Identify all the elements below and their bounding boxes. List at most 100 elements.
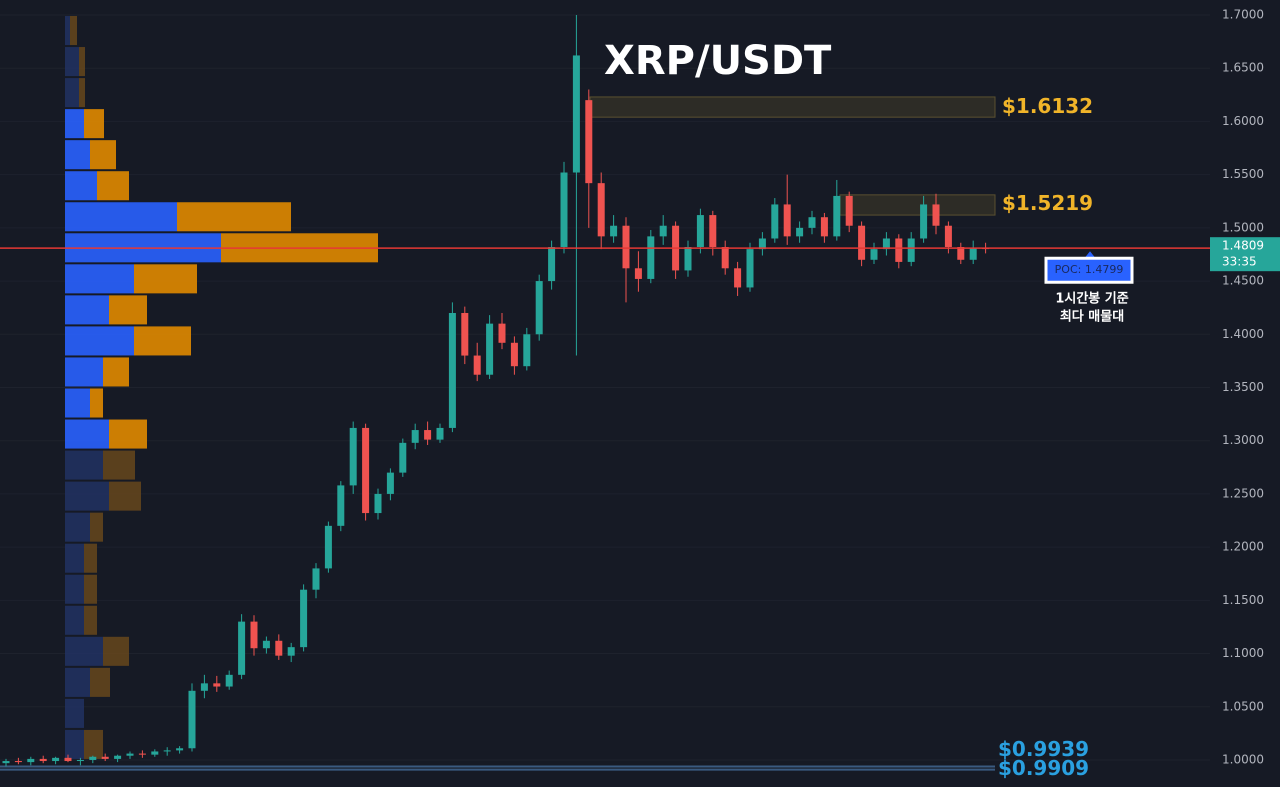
profile-sell [109,481,141,511]
price-tag-label: 1.4809 [1222,239,1264,253]
profile-sell [84,543,97,573]
profile-buy [65,295,109,325]
candle-body [610,225,618,237]
profile-sell [84,574,97,604]
candle-body [238,621,246,675]
candle-body [374,493,382,514]
profile-sell [90,140,116,170]
profile-sell [177,202,291,232]
candle-body [820,217,828,237]
candle-body [597,183,605,237]
candle-body [27,758,35,763]
candle-body [486,323,494,375]
profile-sell [109,419,147,449]
candle-body [895,238,903,262]
candle-body [312,568,320,590]
profile-buy [65,450,103,480]
candle-body [523,334,531,367]
candle-body [845,195,853,226]
candle-body [386,472,394,494]
profile-buy [65,171,97,201]
y-tick-label: 1.3500 [1222,380,1264,394]
candle-body [796,227,804,237]
candle-body [783,204,791,237]
profile-buy [65,140,90,170]
candle-body [399,442,407,473]
candle-body [833,195,841,237]
profile-sell [134,264,197,294]
profile-sell [79,47,85,77]
candle-body [758,238,766,250]
candle-body [275,640,283,656]
y-tick-label: 1.4000 [1222,327,1264,341]
y-tick-label: 1.7000 [1222,8,1264,22]
profile-buy [65,326,134,356]
candle-body [163,750,171,752]
y-tick-label: 1.3000 [1222,433,1264,447]
profile-sell [90,512,103,542]
candle-body [957,247,965,260]
profile-buy [65,264,134,294]
candle-body [734,268,742,288]
resistance-box [589,96,996,118]
candle-body [262,640,270,649]
candle-body [188,690,196,749]
candle-body [287,647,295,656]
candle-body [659,225,667,237]
level-label: $0.9939 [998,737,1089,761]
profile-buy [65,388,90,418]
profile-sell [103,450,135,480]
profile-sell [97,171,129,201]
y-tick-label: 1.6500 [1222,61,1264,75]
y-tick-label: 1.5000 [1222,220,1264,234]
candle-body [560,172,568,248]
candle-body [126,753,134,756]
countdown: 33:35 [1222,255,1257,269]
candle-body [808,217,816,228]
profile-sell [84,605,97,635]
candle-body [944,225,952,248]
candle-body [461,312,469,356]
profile-sell [109,295,147,325]
y-tick-label: 1.4500 [1222,274,1264,288]
chart-title: XRP/USDT [604,38,832,84]
candle-body [585,100,593,184]
y-tick-label: 1.6000 [1222,114,1264,128]
profile-sell [103,636,129,666]
profile-sell [134,326,191,356]
candle-body [436,427,444,440]
profile-sell [90,388,103,418]
candle-body [721,247,729,269]
candle-body [176,748,184,751]
profile-buy [65,16,70,46]
candle-body [362,427,370,514]
candle-body [52,757,60,762]
candle-body [696,215,704,248]
candle-body [622,225,630,269]
poc-note: 1시간봉 기준 [1055,291,1128,307]
profile-buy [65,636,103,666]
profile-sell [84,109,104,139]
profile-buy [65,202,177,232]
candle-body [634,268,642,279]
y-tick-label: 1.1000 [1222,646,1264,660]
candle-body [213,683,221,687]
y-tick-label: 1.2000 [1222,540,1264,554]
candle-body [349,427,357,486]
profile-sell [103,357,129,387]
y-tick-label: 1.0500 [1222,699,1264,713]
candle-body [300,589,308,648]
candle-body [932,204,940,226]
profile-buy [65,574,84,604]
candle-body [151,751,159,755]
candle-body [114,755,122,759]
candle-body [882,238,890,250]
candle-body [138,753,146,755]
profile-buy [65,698,84,728]
candle-body [709,215,717,248]
y-tick-label: 1.1500 [1222,593,1264,607]
level-label: $1.5219 [1002,191,1093,215]
candle-body [510,342,518,367]
